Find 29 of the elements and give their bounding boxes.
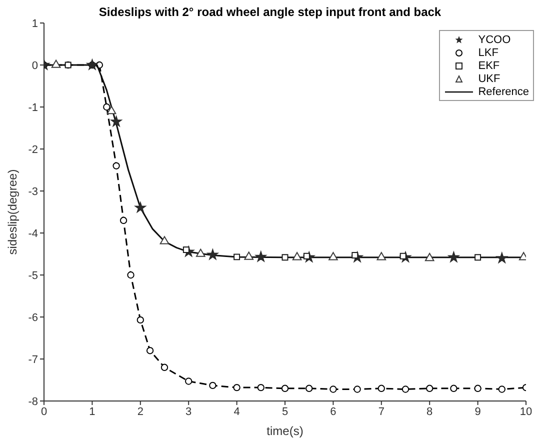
y-tick-label: -5 — [28, 270, 38, 282]
y-tick-label: -3 — [28, 186, 38, 198]
legend-label: Reference — [478, 86, 529, 98]
y-tick-label: -7 — [28, 354, 38, 366]
x-tick-label: 10 — [520, 406, 532, 418]
y-tick-label: 0 — [32, 60, 38, 72]
x-tick-label: 8 — [426, 406, 433, 418]
x-tick-label: 6 — [330, 406, 336, 418]
y-tick-label: -1 — [28, 102, 38, 114]
x-tick-label: 3 — [186, 406, 192, 418]
chart-title: Sideslips with 2° road wheel angle step input front and back — [98, 5, 442, 19]
x-tick-label: 1 — [89, 406, 96, 418]
x-tick-label: 2 — [137, 406, 144, 418]
y-tick-label: 1 — [32, 18, 38, 30]
x-axis-title: time(s) — [266, 424, 304, 438]
legend-label: UKF — [478, 72, 500, 84]
y-axis-title: sideslip(degree) — [5, 169, 20, 255]
x-tick-label: 4 — [234, 406, 240, 418]
y-tick-label: -8 — [28, 396, 38, 408]
y-tick-label: -4 — [28, 228, 38, 240]
legend-label: YCOO — [478, 34, 511, 46]
legend-label: LKF — [478, 46, 498, 58]
y-tick-label: -6 — [28, 312, 38, 324]
x-tick-label: 7 — [378, 406, 384, 418]
x-tick-label: 0 — [40, 406, 48, 418]
legend-label: EKF — [478, 60, 500, 72]
x-tick-label: 9 — [474, 406, 481, 418]
x-tick-label: 5 — [282, 406, 288, 418]
y-tick-label: -2 — [28, 144, 38, 156]
